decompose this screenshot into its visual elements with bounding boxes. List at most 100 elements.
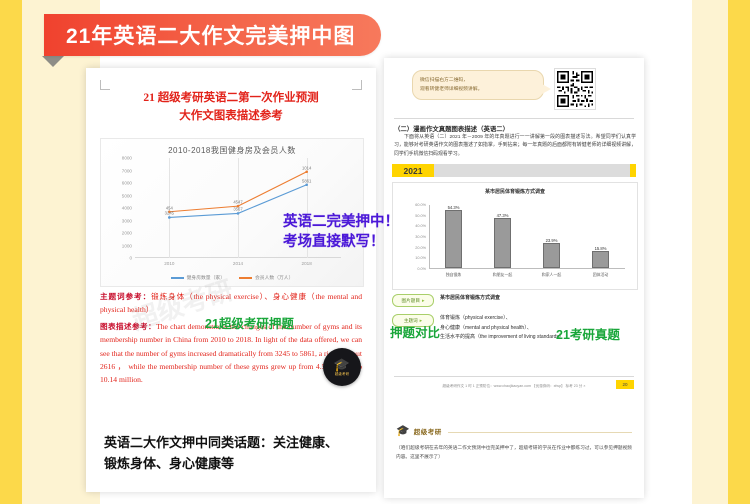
left-page-title-line2: 大作文图表描述参考 [179, 110, 283, 122]
keywords-text: 锻炼身体（the physical exercise）、身心健康（the men… [100, 292, 363, 315]
crop-mark-top-right [352, 80, 362, 90]
brand-badge-text: 超级考研 [334, 371, 350, 376]
line-chart-y-tick: 2000 [121, 230, 132, 236]
bar-chart-y-tick: 10.0% [415, 256, 426, 261]
right-page-bottom-note: （咱们超级考研在去年的英语二作文预测中也完美押中了，超级考研的学员在作业中都练习… [396, 445, 632, 459]
section-paragraph: 下面将从英语（二）2021 年－2009 年的年真题进行一一讲解第一段的图表描述… [394, 135, 636, 157]
line-chart-gridline [169, 158, 171, 258]
qr-instruction-bubble: 微信扫描右方二维码， 观看转健老师详细视频讲解。 [412, 70, 551, 100]
divider-top [394, 118, 634, 119]
line-chart-y-tick: 6000 [121, 180, 132, 186]
line-chart-y-tick: 7000 [121, 168, 132, 173]
qr-instruction-line2: 观看转健老师详细视频讲解。 [420, 87, 483, 92]
keyword-value-1: 体育锻炼（physical exercise）、 [440, 315, 511, 321]
image-title-tag: 图片题目 ▸ [392, 294, 434, 307]
arrow-right-icon: ▸ [421, 297, 425, 304]
line-chart-y-tick: 4000 [121, 205, 132, 211]
bar-chart-category-label: 和朋友一起 [492, 272, 513, 277]
bottom-callout-line1: 英语二大作文押中同类话题：关注健康、 [104, 435, 339, 450]
divider-footer [394, 376, 634, 377]
brand-badge: 🎓 超级考研 [323, 348, 361, 386]
bottom-callout-line2: 锻炼身体、身心健康等 [104, 456, 235, 471]
line-chart-point-label: 3567 [233, 206, 243, 212]
line-chart-point-label: 3245 [164, 210, 174, 216]
line-chart-x-tick: 2010 [164, 261, 175, 266]
green-annotation-right: 21考研真题 [556, 328, 620, 342]
qr-code-icon [554, 68, 596, 110]
line-chart-legend: 健身房数量（家） 会员人数（万人） [101, 274, 363, 281]
contrast-annotation: 押题对比 [390, 326, 441, 340]
image-title-row: 图片题目 ▸ 某市居民体育锻炼方式调查 [392, 294, 500, 307]
arrow-right-icon-2: ▸ [419, 317, 423, 324]
ribbon-fold-shadow [42, 56, 64, 67]
legend-item-gyms: 健身房数量（家） [170, 274, 225, 281]
bar-chart-value-label: 47.3% [496, 212, 509, 218]
page-number: 20 [616, 380, 634, 389]
graduation-cap-icon: 🎓 [333, 356, 351, 372]
right-document-page: 微信扫描右方二维码， 观看转健老师详细视频讲解。 [384, 58, 644, 498]
section-heading: （二）漫画作文真题图表描述（英语二） [394, 126, 510, 133]
year-banner-tail [630, 164, 636, 177]
line-chart-point-label: 5861 [301, 178, 312, 184]
bar-chart-plot-area: 0.0% 10.0% 20.0% 30.0% 40.0% 50.0% 60.0% 54.3% 独… [415, 203, 625, 277]
year-label: 2021 [392, 164, 434, 177]
footer-meta: 超级考研作文 1 时 1 正预防位：www.chaojikaoyan.com 【… [442, 384, 586, 388]
bar-chart-category-label: 独自锻炼 [445, 272, 462, 277]
bar-chart-bar [445, 210, 462, 268]
line-chart-y-tick: 5000 [121, 193, 132, 198]
bar-chart-y-tick: 0.0% [417, 267, 426, 271]
bar-chart-bar [494, 217, 511, 268]
line-chart-plot-area: 0 1000 2000 3000 4000 5000 6000 7000 8000 2010 201… [122, 156, 341, 266]
bar-chart-bar [543, 242, 560, 268]
keyword-value-2: 身心健康（mental and physical health）、 [440, 324, 532, 331]
bar-chart-bar [592, 251, 609, 268]
purple-annotation-line2: 考场直接默写！ [283, 234, 385, 250]
line-chart-title: 2010-2018我国健身房及会员人数 [168, 146, 296, 155]
bar-chart-category-label: 团体活动 [592, 272, 609, 277]
qr-instruction-line1: 微信扫描右方二维码， [420, 78, 468, 83]
bar-chart-y-axis [429, 205, 430, 269]
keyword-tag-label: 主题词 [403, 317, 418, 323]
bar-chart-category-label: 和家人一起 [541, 272, 562, 277]
keyword-row: 主题词 ▸ 体育锻炼（physical exercise）、 身心健康（ment… [392, 314, 564, 343]
description-label: 图表描述参考： [100, 321, 157, 331]
description-text: The chart demonstrates the changes of th… [100, 321, 363, 385]
graduation-cap-logo-icon: 🎓 [396, 425, 410, 437]
bar-chart-y-tick: 30.0% [415, 235, 426, 239]
left-page-title-line1: 21 超级考研英语二第一次作业预测 [143, 92, 319, 104]
line-chart-point-label: 4547 [233, 199, 243, 205]
left-page-body-copy: 主题词参考：锻炼身体（the physical exercise）、身心健康（t… [100, 290, 362, 387]
bar-chart-y-tick: 50.0% [415, 213, 426, 218]
year-banner: 2021 [392, 164, 636, 177]
decorative-left-yellow-band [0, 0, 22, 504]
bottom-callout: 英语二大作文押中同类话题：关注健康、 锻炼身体、身心健康等 [104, 432, 376, 474]
bar-chart-y-tick: 20.0% [415, 245, 426, 250]
line-chart-x-tick: 2018 [301, 261, 312, 266]
line-chart-y-tick: 3000 [121, 218, 132, 223]
crop-mark-top-left [100, 80, 110, 90]
line-chart-series-svg [168, 170, 308, 219]
bar-chart-y-tick: 40.0% [415, 224, 426, 229]
logo-divider [448, 432, 632, 433]
decorative-right-yellow-band [728, 0, 750, 504]
purple-annotation: 英语二完美押中！ 考场直接默写！ [283, 212, 399, 252]
line-chart: 2010-2018我国健身房及会员人数 0 1000 2000 3000 4000 500… [100, 138, 364, 287]
line-chart-y-tick: 8000 [121, 155, 132, 161]
bar-chart-value-label: 15.8% [594, 246, 607, 252]
line-chart-y-tick: 1000 [121, 243, 132, 248]
line-chart-y-tick: 0 [129, 255, 132, 261]
image-title-tag-label: 图片题目 [401, 297, 420, 303]
keywords-label: 主题词参考： [100, 292, 152, 301]
line-chart-point-label: 1014 [301, 165, 312, 171]
bar-chart-x-axis [429, 268, 625, 269]
brand-logo-text: 超级考研 [413, 429, 442, 436]
decorative-right-cream-band [692, 0, 728, 504]
line-chart-point-label: 454 [165, 205, 173, 211]
keyword-values: 体育锻炼（physical exercise）、 身心健康（mental and… [440, 314, 564, 343]
purple-annotation-line1: 英语二完美押中！ [283, 214, 399, 230]
image-title-value: 某市居民体育锻炼方式调查 [440, 295, 501, 301]
bar-chart-y-tick: 60.0% [415, 203, 426, 207]
bar-chart: 某市居民体育锻炼方式调查 0.0% 10.0% 20.0% 30.0% 40.0% 50.… [392, 182, 638, 290]
bar-chart-value-label: 23.9% [545, 237, 558, 243]
legend-item-members: 会员人数（万人） [239, 274, 293, 281]
